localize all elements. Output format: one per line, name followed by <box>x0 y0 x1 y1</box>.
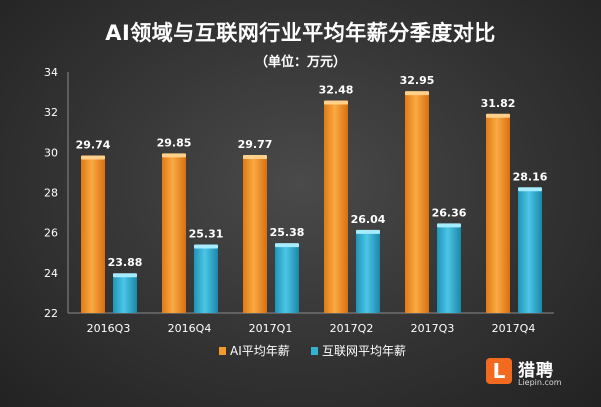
legend-internet-swatch <box>311 347 318 355</box>
y-tick-label: 28 <box>44 187 58 200</box>
ai-bar-cap <box>162 153 186 158</box>
ai-bar-label: 29.77 <box>238 138 273 151</box>
ai-bar <box>405 93 429 314</box>
internet-bar <box>356 231 380 313</box>
y-tick-label: 30 <box>44 146 58 159</box>
internet-bar-label: 26.04 <box>351 213 386 226</box>
internet-bar-cap <box>356 229 380 234</box>
internet-bar-cap <box>275 243 299 248</box>
internet-bar-cap <box>194 244 218 249</box>
internet-bar-label: 26.36 <box>432 206 467 219</box>
ai-bar-label: 29.74 <box>76 139 111 152</box>
ai-bar-label: 32.48 <box>319 84 354 97</box>
ai-bar-cap <box>81 155 105 160</box>
ai-bar <box>486 115 510 313</box>
logo-name: 猎聘 <box>518 361 554 381</box>
legend-ai-label: AI平均年薪 <box>230 344 290 358</box>
internet-bar <box>113 275 137 313</box>
internet-bar <box>275 245 299 313</box>
chart-subtitle: （单位：万元） <box>254 55 346 70</box>
ai-bar-cap <box>486 113 510 118</box>
y-tick-label: 24 <box>44 267 58 280</box>
ai-bar <box>243 156 267 313</box>
x-tick-label: 2016Q4 <box>168 322 212 335</box>
internet-bar-label: 25.31 <box>189 228 224 241</box>
legend-ai-swatch <box>219 347 226 355</box>
ai-bar-cap <box>243 154 267 159</box>
ai-bar-label: 32.95 <box>400 74 435 87</box>
ai-bar-label: 31.82 <box>481 97 516 110</box>
ai-bar-cap <box>405 91 429 96</box>
ai-bar-cap <box>324 100 348 105</box>
internet-bar <box>194 246 218 313</box>
internet-bar <box>518 189 542 313</box>
ai-bar <box>162 155 186 313</box>
x-tick-label: 2017Q4 <box>492 322 536 335</box>
ai-bar <box>324 102 348 313</box>
x-tick-label: 2016Q3 <box>87 322 131 335</box>
chart-title: AI领域与互联网行业平均年薪分季度对比 <box>105 21 496 45</box>
legend-internet-label: 互联网平均年薪 <box>322 344 406 358</box>
x-tick-label: 2017Q2 <box>330 322 374 335</box>
internet-bar-label: 23.88 <box>108 256 143 269</box>
y-tick-label: 22 <box>44 307 58 320</box>
internet-bar-cap <box>437 223 461 228</box>
internet-bar-label: 25.38 <box>270 226 305 239</box>
logo-domain: Liepin.com <box>518 378 562 387</box>
internet-bar-cap <box>113 273 137 278</box>
internet-bar-cap <box>518 187 542 192</box>
liepin-logo-icon: L <box>486 358 512 384</box>
liepin-logo: L 猎聘 Liepin.com <box>486 356 586 392</box>
ai-bar-label: 29.85 <box>157 136 192 149</box>
y-tick-label: 32 <box>44 106 58 119</box>
ai-bar <box>81 157 105 313</box>
x-tick-label: 2017Q1 <box>249 322 293 335</box>
internet-bar <box>437 225 461 313</box>
x-tick-label: 2017Q3 <box>411 322 455 335</box>
internet-bar-label: 28.16 <box>513 170 548 183</box>
y-tick-label: 26 <box>44 227 58 240</box>
y-tick-label: 34 <box>44 66 58 79</box>
